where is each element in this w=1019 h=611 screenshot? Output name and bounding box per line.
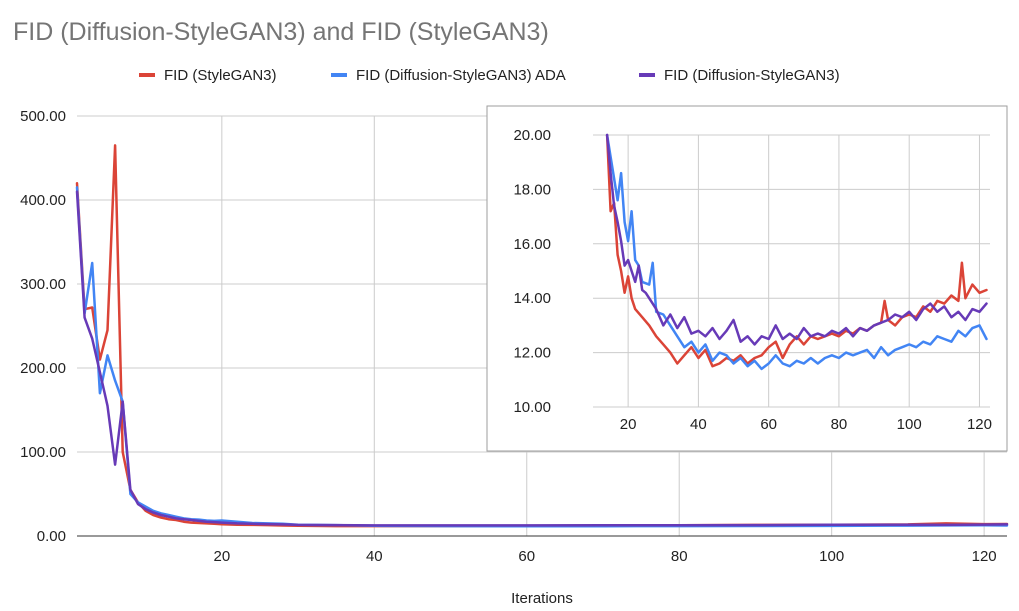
legend-label-diffusion: FID (Diffusion-StyleGAN3)	[664, 67, 840, 84]
x-axis-label: Iterations	[511, 590, 573, 607]
main-x-tick-label: 40	[366, 548, 383, 565]
main-x-tick-label: 60	[518, 548, 535, 565]
legend-label-diffusion-ada: FID (Diffusion-StyleGAN3) ADA	[356, 67, 566, 84]
main-x-tick-label: 20	[213, 548, 230, 565]
main-series-line-2	[75, 190, 1009, 527]
chart-title: FID (Diffusion-StyleGAN3) and FID (Style…	[13, 18, 549, 46]
main-y-tick-label: 500.00	[20, 108, 66, 125]
inset-x-tick-label: 40	[690, 416, 707, 433]
inset-frame	[486, 105, 1008, 452]
inset-x-tick-label: 20	[620, 416, 637, 433]
inset-y-tick-label: 20.00	[513, 127, 551, 144]
inset-y-tick-label: 16.00	[513, 236, 551, 253]
inset-y-tick-label: 12.00	[513, 345, 551, 362]
inset-plot: 20 40 60 80 100 120 10.00 12.00 14.00 16.00 18.00 2…	[513, 127, 992, 433]
legend[interactable]: FID (StyleGAN3) FID (Diffusion-StyleGAN3…	[139, 67, 840, 84]
main-x-tick-label: 80	[671, 548, 688, 565]
inset-x-tick-label: 120	[967, 416, 992, 433]
inset-y-tick-label: 18.00	[513, 181, 551, 198]
inset-x-tick-label: 80	[831, 416, 848, 433]
inset-series-line-2	[605, 133, 988, 346]
main-x-tick-label: 120	[972, 548, 997, 565]
main-y-tick-label: 300.00	[20, 276, 66, 293]
inset-y-tick-label: 10.00	[513, 399, 551, 416]
inset-x-tick-label: 100	[897, 416, 922, 433]
main-y-tick-label: 200.00	[20, 360, 66, 377]
inset-x-tick-label: 60	[760, 416, 777, 433]
legend-label-stylegan3: FID (StyleGAN3)	[164, 67, 277, 84]
inset-series-line-0	[605, 133, 988, 368]
main-y-tick-label: 400.00	[20, 192, 66, 209]
inset-y-tick-label: 14.00	[513, 290, 551, 307]
main-x-tick-label: 100	[819, 548, 844, 565]
main-y-tick-label: 100.00	[20, 444, 66, 461]
main-y-tick-label: 0.00	[37, 528, 66, 545]
